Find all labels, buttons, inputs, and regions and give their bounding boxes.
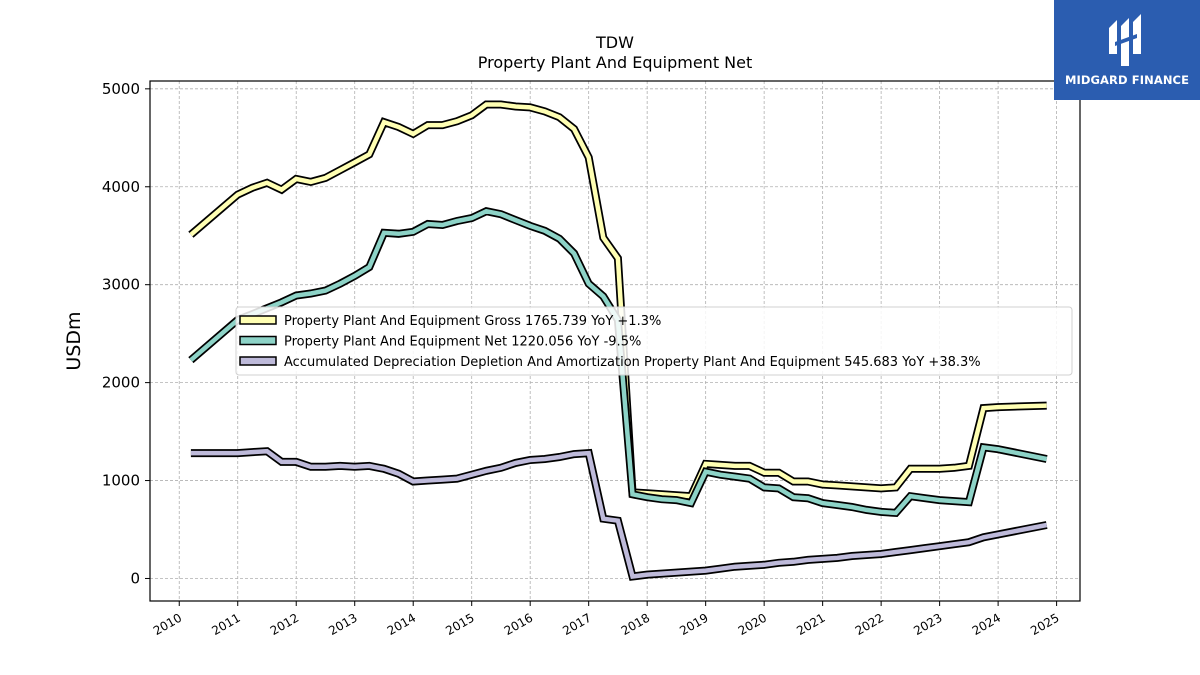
legend-swatch xyxy=(239,315,277,325)
plot-frame xyxy=(149,80,1081,602)
x-tick-label: 2011 xyxy=(209,611,242,638)
legend: Property Plant And Equipment Gross 1765.… xyxy=(235,306,1073,376)
x-tick-label: 2022 xyxy=(853,611,886,638)
midgard-logo-icon xyxy=(1109,14,1141,66)
x-tick-label: 2020 xyxy=(736,611,769,638)
brand-name: MIDGARD FINANCE xyxy=(1064,73,1190,87)
x-tick-label: 2012 xyxy=(268,611,301,638)
legend-entry: Accumulated Depreciation Depletion And A… xyxy=(284,355,981,370)
series-line xyxy=(190,448,1048,579)
x-tick-label: 2025 xyxy=(1028,611,1061,638)
x-axis: 2010 2011 2012 2013 2014 2015 2016 2017 2018 2019… xyxy=(151,601,1062,638)
legend-box xyxy=(235,306,1073,376)
x-tick-label: 2024 xyxy=(970,611,1003,638)
series-2 xyxy=(190,447,1048,581)
x-tick-label: 2016 xyxy=(502,611,535,638)
x-tick-label: 2014 xyxy=(385,611,418,638)
x-tick-label: 2010 xyxy=(151,611,184,638)
y-tick-label: 2000 xyxy=(102,374,140,392)
y-axis-label: USDm xyxy=(63,311,85,370)
y-tick-label: 5000 xyxy=(102,80,140,98)
legend-swatch xyxy=(239,335,277,346)
x-tick-label: 2013 xyxy=(326,611,359,638)
series-0 xyxy=(188,100,1047,501)
legend-entry: Property Plant And Equipment Gross 1765.… xyxy=(284,314,661,329)
y-tick-label: 4000 xyxy=(102,178,140,196)
brand-logo: MIDGARD FINANCE xyxy=(1054,0,1200,100)
x-tick-label: 2023 xyxy=(911,611,944,638)
series-line xyxy=(189,102,1047,499)
x-tick-label: 2018 xyxy=(619,611,652,638)
y-tick-label: 1000 xyxy=(102,472,140,490)
chart-subtitle: Property Plant And Equipment Net xyxy=(478,53,753,72)
x-tick-label: 2017 xyxy=(560,611,593,638)
legend-entry: Property Plant And Equipment Net 1220.05… xyxy=(284,335,641,350)
y-tick-label: 0 xyxy=(130,569,140,587)
legend-swatch xyxy=(239,356,277,366)
chart-title: TDW xyxy=(595,33,634,52)
x-tick-label: 2015 xyxy=(443,611,476,638)
y-axis: 0 1000 2000 3000 4000 5000 xyxy=(102,80,150,587)
y-tick-label: 3000 xyxy=(102,276,140,294)
x-tick-label: 2019 xyxy=(677,611,710,638)
x-tick-label: 2021 xyxy=(794,611,827,638)
